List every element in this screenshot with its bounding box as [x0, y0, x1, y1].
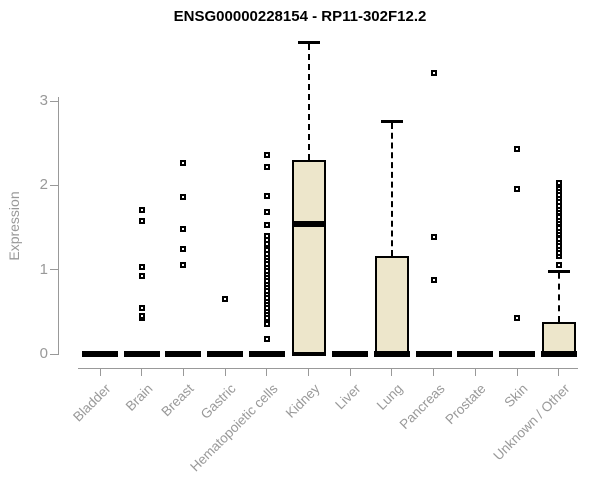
y-tick-label: 2 — [39, 176, 48, 194]
outlier-breast[interactable] — [180, 262, 187, 269]
x-axis-line — [78, 368, 578, 369]
zero-bar-prostate[interactable] — [457, 351, 494, 357]
median-kidney[interactable] — [291, 221, 326, 228]
outlier-skin[interactable] — [514, 146, 520, 153]
y-tick-label: 3 — [39, 92, 48, 110]
y-axis-tick — [50, 100, 58, 102]
x-axis-tick — [266, 368, 268, 376]
box-unknown-other[interactable] — [541, 321, 576, 354]
box-bottom-kidney[interactable] — [291, 352, 326, 356]
outlier-brain[interactable] — [138, 305, 145, 312]
outlier-hematopoietic-cells[interactable] — [263, 163, 270, 170]
outlier-pancreas[interactable] — [430, 276, 437, 283]
chart-title: ENSG00000228154 - RP11-302F12.2 — [173, 8, 427, 25]
outlier-unknown-other[interactable] — [555, 262, 562, 269]
zero-bar-pancreas[interactable] — [415, 351, 452, 357]
x-tick-label-liver: Liver — [332, 381, 364, 413]
zero-bar-skin[interactable] — [499, 351, 535, 357]
zero-bar-liver[interactable] — [332, 351, 369, 357]
whisker-cap-lung[interactable] — [380, 119, 403, 123]
outlier-pancreas[interactable] — [430, 70, 437, 77]
outlier-brain[interactable] — [138, 264, 145, 271]
x-tick-label-bladder: Bladder — [70, 381, 114, 425]
median-lung[interactable] — [373, 351, 410, 357]
x-tick-label-breast: Breast — [158, 381, 197, 420]
whisker-unknown-other[interactable] — [557, 262, 560, 322]
x-tick-label-lung: Lung — [373, 381, 406, 413]
outlier-hematopoietic-cells[interactable] — [263, 222, 270, 229]
outlier-breast[interactable] — [180, 159, 187, 166]
outlier-pancreas[interactable] — [430, 233, 437, 240]
y-axis-line — [58, 97, 59, 355]
median-unknown-other[interactable] — [540, 351, 577, 357]
y-tick-label: 0 — [39, 345, 48, 362]
x-tick-label-gastric: Gastric — [197, 381, 239, 422]
x-axis-tick — [224, 368, 226, 376]
x-tick-label-brain: Brain — [122, 381, 156, 414]
x-axis-tick — [391, 368, 393, 376]
y-tick-label: 1 — [39, 260, 48, 278]
x-axis-tick — [182, 368, 184, 376]
outlier-breast[interactable] — [180, 194, 187, 201]
box-lung[interactable] — [374, 256, 409, 354]
x-tick-label-kidney: Kidney — [282, 381, 323, 421]
x-axis-tick — [474, 368, 476, 376]
x-axis-tick — [141, 368, 143, 376]
whisker-kidney[interactable] — [307, 44, 310, 161]
outlier-breast[interactable] — [180, 246, 187, 253]
zero-bar-bladder[interactable] — [82, 351, 118, 357]
outlier-hematopoietic-cells[interactable] — [263, 232, 270, 239]
box-kidney[interactable] — [291, 160, 326, 354]
x-axis-tick — [99, 368, 101, 376]
x-tick-label-skin: Skin — [501, 381, 531, 411]
y-axis-label: Expression — [6, 191, 22, 261]
x-axis-tick — [349, 368, 351, 376]
x-tick-label-prostate: Prostate — [442, 381, 489, 428]
zero-bar-gastric[interactable] — [207, 351, 244, 357]
outlier-unknown-other[interactable] — [555, 179, 562, 186]
whisker-cap-unknown-other[interactable] — [547, 269, 570, 273]
x-tick-label-pancreas: Pancreas — [396, 381, 448, 432]
outlier-hematopoietic-cells[interactable] — [263, 152, 270, 159]
outlier-breast[interactable] — [180, 226, 187, 233]
x-axis-tick — [558, 368, 560, 376]
outlier-hematopoietic-cells[interactable] — [263, 335, 270, 342]
outlier-skin[interactable] — [514, 185, 520, 192]
x-axis-tick — [308, 368, 309, 376]
y-axis-tick — [50, 184, 58, 186]
outlier-brain[interactable] — [138, 206, 145, 213]
whisker-lung[interactable] — [390, 123, 393, 257]
x-axis-tick — [433, 368, 435, 376]
whisker-cap-kidney[interactable] — [297, 40, 320, 44]
y-axis-tick — [50, 269, 58, 271]
zero-bar-breast[interactable] — [165, 351, 202, 357]
outlier-gastric[interactable] — [222, 296, 229, 303]
outlier-hematopoietic-cells[interactable] — [263, 208, 270, 215]
outlier-skin[interactable] — [514, 314, 520, 321]
zero-bar-hematopoietic-cells[interactable] — [248, 351, 285, 357]
outlier-brain[interactable] — [138, 217, 145, 224]
outlier-brain[interactable] — [138, 272, 145, 279]
x-axis-tick — [516, 368, 518, 376]
y-axis-tick — [50, 353, 58, 355]
outlier-brain[interactable] — [138, 313, 145, 320]
x-tick-label-unknown-other: Unknown / Other — [490, 381, 573, 464]
zero-bar-brain[interactable] — [123, 351, 160, 357]
outlier-hematopoietic-cells[interactable] — [263, 193, 270, 200]
